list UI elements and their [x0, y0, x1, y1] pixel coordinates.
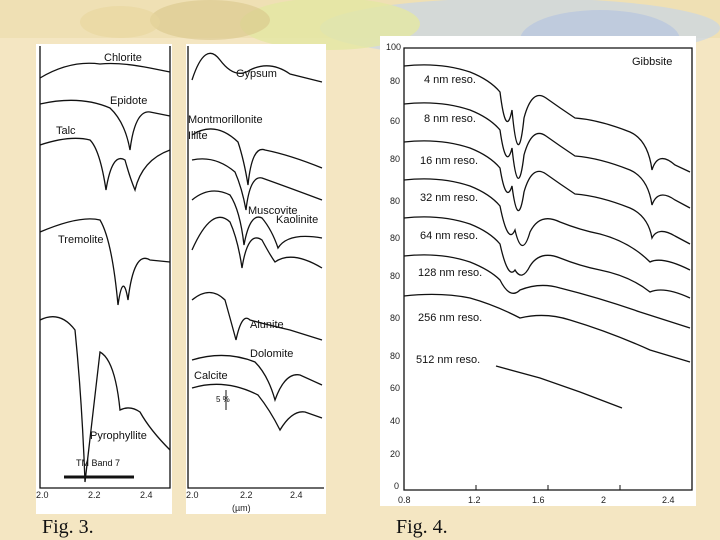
- label-8nm: 8 nm reso.: [424, 113, 476, 125]
- chlorite-spectrum: [39, 62, 171, 79]
- spectrum-16nm: [403, 140, 691, 245]
- spectrum-256nm: [403, 293, 691, 363]
- kaolinite-spectrum: [191, 216, 323, 269]
- fig4-ytick-9: 60: [390, 383, 401, 393]
- label-muscovite: Muscovite: [248, 205, 298, 217]
- label-gibbsite: Gibbsite: [632, 56, 673, 68]
- fig4-ytick-0: 100: [386, 42, 402, 52]
- fig4-caption: Fig. 4.: [396, 516, 448, 538]
- dolomite-spectrum: [191, 354, 323, 403]
- fig4-ytick-11: 20: [390, 449, 401, 459]
- label-kaolinite: Kaolinite: [276, 214, 319, 226]
- flower-decoration-cream: [80, 6, 160, 38]
- fig4-ytick-2: 60: [390, 116, 401, 126]
- fig4-xtick-1.2: 1.2: [468, 495, 481, 505]
- label-talc: Talc: [56, 125, 76, 137]
- label-tremolite: Tremolite: [58, 234, 104, 246]
- fig3-caption: Fig. 3.: [42, 516, 94, 538]
- label-256nm: 256 nm reso.: [418, 312, 483, 324]
- pyrophyllite-spectrum: [39, 316, 171, 483]
- fig3-left-xtick-2.4: 2.4: [140, 490, 153, 500]
- fig4-x-ticks: [403, 485, 693, 490]
- fig4-ytick-8: 80: [390, 351, 401, 361]
- fig4-ytick-3: 80: [390, 154, 401, 164]
- fig3-right-xtick-2.2: 2.2: [240, 490, 253, 500]
- flower-decoration-yellow: [240, 0, 420, 50]
- spectrum-128nm: [403, 254, 691, 329]
- label-128nm: 128 nm reso.: [418, 267, 483, 279]
- fig4-ytick-4: 80: [390, 196, 401, 206]
- fig3-left-panel: [36, 44, 172, 514]
- fig4-ytick-10: 40: [390, 416, 401, 426]
- label-64nm: 64 nm reso.: [420, 230, 479, 242]
- fig3-x-unit: (µm): [232, 503, 251, 513]
- spectrum-4nm: [403, 64, 691, 173]
- fig4-ytick-7: 80: [390, 313, 401, 323]
- label-scale-5pct: 5 %: [216, 395, 230, 404]
- label-4nm: 4 nm reso.: [424, 74, 476, 86]
- label-16nm: 16 nm reso.: [420, 155, 479, 167]
- tremolite-spectrum: [39, 218, 171, 306]
- epidote-spectrum: [39, 99, 171, 151]
- spectrum-512nm: [495, 365, 623, 409]
- label-calcite: Calcite: [194, 370, 228, 382]
- fig4-ytick-6: 80: [390, 271, 401, 281]
- fig3-right-frame: [187, 46, 324, 489]
- fig4-xtick-0.8: 0.8: [398, 495, 411, 505]
- fig4-xtick-2.4: 2.4: [662, 495, 675, 505]
- fig3-right-xtick-2.4: 2.4: [290, 490, 303, 500]
- label-dolomite: Dolomite: [250, 348, 294, 360]
- fig3-left-xtick-2.0: 2.0: [36, 490, 49, 500]
- fig3-left-frame: [39, 46, 171, 489]
- label-chlorite: Chlorite: [104, 52, 142, 64]
- label-pyrophyllite: Pyrophyllite: [90, 430, 147, 442]
- montmorillonite-spectrum: [191, 128, 323, 186]
- spectrum-64nm: [403, 216, 691, 299]
- fig3-right-panel: [186, 44, 326, 514]
- gypsum-spectrum: [191, 52, 323, 83]
- label-tm-band7: TM Band 7: [76, 458, 121, 468]
- flower-decoration-tan: [150, 0, 270, 40]
- fig4-panel: [380, 36, 696, 506]
- fig3-right-xtick-2.0: 2.0: [186, 490, 199, 500]
- label-montmorillonite: Montmorillonite: [188, 114, 263, 126]
- label-epidote: Epidote: [110, 95, 148, 107]
- calcite-spectrum: [191, 383, 323, 432]
- label-gypsum: Gypsum: [236, 68, 277, 80]
- fig4-ytick-12: 0: [394, 481, 400, 491]
- spectrum-32nm: [403, 178, 691, 271]
- illite-spectrum: [191, 158, 323, 211]
- label-512nm: 512 nm reso.: [416, 354, 481, 366]
- fig3-left-xtick-2.2: 2.2: [88, 490, 101, 500]
- muscovite-spectrum: [191, 190, 323, 250]
- fig4-ytick-5: 80: [390, 233, 401, 243]
- talc-spectrum: [39, 137, 171, 193]
- fig4-xtick-1.6: 1.6: [532, 495, 545, 505]
- label-32nm: 32 nm reso.: [420, 192, 479, 204]
- alunite-spectrum: [191, 291, 323, 341]
- label-alunite: Alunite: [250, 319, 284, 331]
- spectrum-8nm: [403, 102, 691, 209]
- fig4-ytick-1: 80: [390, 76, 401, 86]
- fig4-xtick-2: 2: [601, 495, 607, 505]
- label-illite: Illite: [188, 130, 208, 142]
